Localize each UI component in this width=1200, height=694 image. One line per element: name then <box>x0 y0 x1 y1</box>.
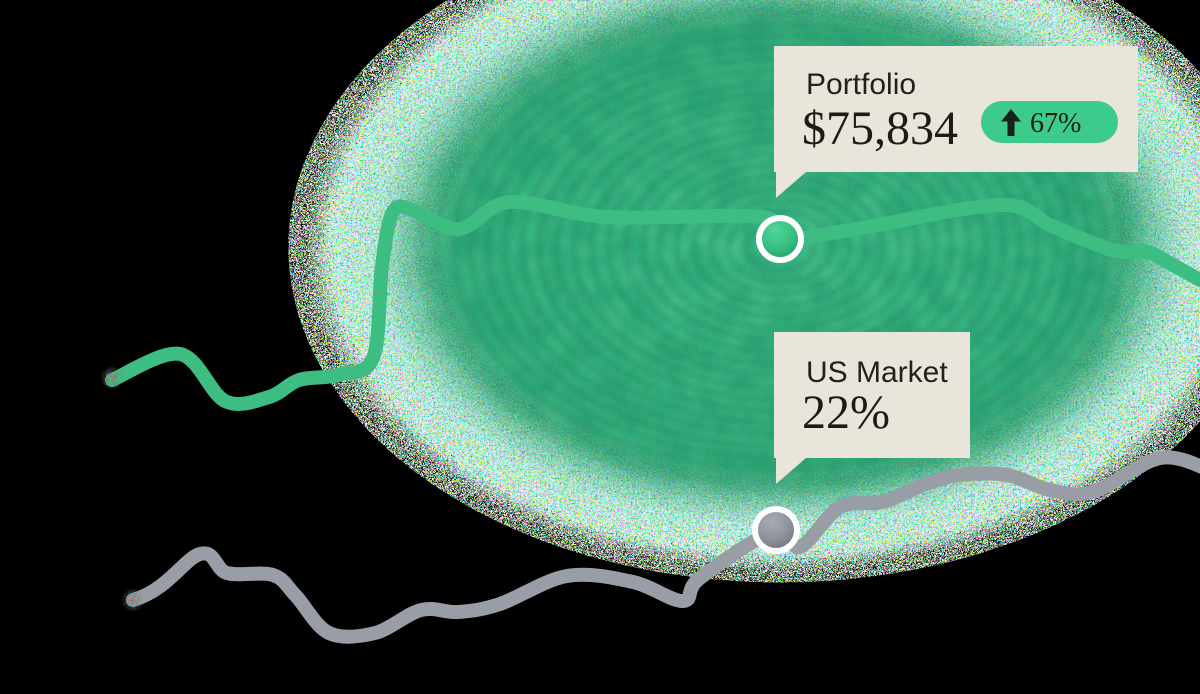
svg-text:22%: 22% <box>802 386 890 439</box>
svg-text:67%: 67% <box>1030 108 1081 139</box>
svg-text:US Market: US Market <box>806 356 948 389</box>
svg-text:Portfolio: Portfolio <box>806 68 916 101</box>
svg-text:$75,834: $75,834 <box>802 102 958 155</box>
